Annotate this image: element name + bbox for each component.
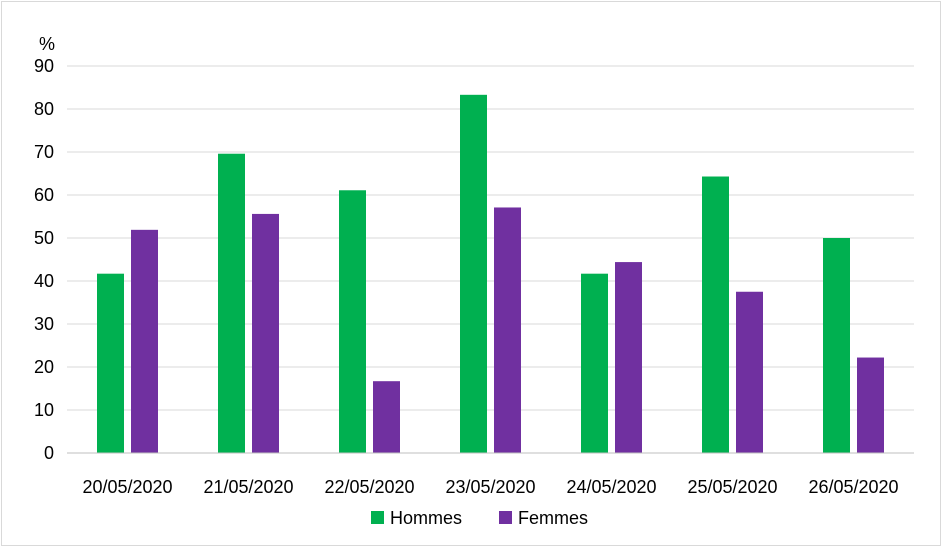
y-tick-label: 30 xyxy=(34,314,54,334)
y-tick-label: 80 xyxy=(34,99,54,119)
legend-swatch-hommes xyxy=(371,511,384,524)
bar-hommes xyxy=(823,238,850,453)
y-axis-tick-labels: 0 10 20 30 40 50 60 70 80 90 xyxy=(34,56,54,463)
x-axis-tick-labels: 20/05/2020 21/05/2020 22/05/2020 23/05/2020… xyxy=(82,477,898,497)
bar-femmes xyxy=(736,291,763,453)
bar-femmes xyxy=(494,207,521,453)
y-tick-label: 90 xyxy=(34,56,54,76)
x-tick-label: 26/05/2020 xyxy=(808,477,898,497)
bar-hommes xyxy=(581,273,608,453)
bar-femmes xyxy=(373,381,400,453)
bar-hommes xyxy=(460,94,487,453)
bar-hommes xyxy=(702,176,729,453)
x-tick-label: 24/05/2020 xyxy=(566,477,656,497)
bar-femmes xyxy=(131,229,158,453)
bar-femmes xyxy=(857,357,884,453)
x-tick-label: 21/05/2020 xyxy=(203,477,293,497)
y-tick-label: 60 xyxy=(34,185,54,205)
legend-label-hommes: Hommes xyxy=(390,508,462,528)
x-tick-label: 25/05/2020 xyxy=(687,477,777,497)
x-tick-label: 23/05/2020 xyxy=(445,477,535,497)
x-tick-label: 22/05/2020 xyxy=(324,477,414,497)
bar-hommes xyxy=(218,153,245,453)
legend-label-femmes: Femmes xyxy=(518,508,588,528)
y-tick-label: 20 xyxy=(34,357,54,377)
y-tick-label: 10 xyxy=(34,400,54,420)
bars xyxy=(97,94,884,453)
y-tick-label: 0 xyxy=(44,443,54,463)
y-tick-label: 40 xyxy=(34,271,54,291)
bar-hommes xyxy=(339,190,366,453)
legend-swatch-femmes xyxy=(499,511,512,524)
bar-hommes xyxy=(97,273,124,453)
legend: Hommes Femmes xyxy=(371,508,588,528)
bar-femmes xyxy=(615,262,642,453)
bar-femmes xyxy=(252,213,279,453)
y-axis-title: % xyxy=(39,34,55,54)
gridlines xyxy=(67,65,914,411)
y-tick-label: 70 xyxy=(34,142,54,162)
x-tick-label: 20/05/2020 xyxy=(82,477,172,497)
y-tick-label: 50 xyxy=(34,228,54,248)
